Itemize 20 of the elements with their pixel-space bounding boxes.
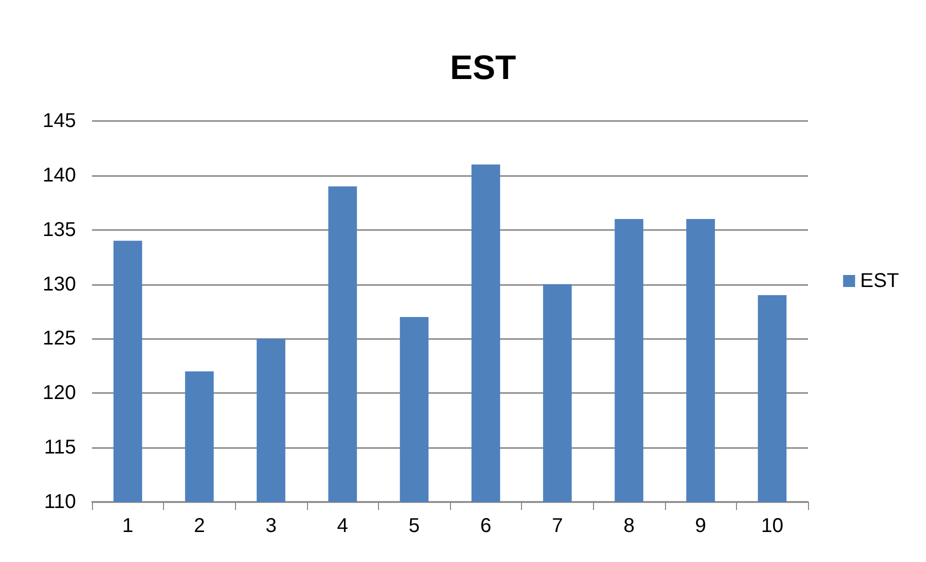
x-tick-label: 10: [761, 515, 784, 537]
x-tick-label: 3: [265, 515, 277, 537]
x-tick-label: 9: [695, 515, 706, 537]
y-tick-label: 125: [42, 328, 76, 350]
legend-label: EST: [860, 270, 900, 292]
x-tick-label: 6: [480, 515, 492, 537]
chart-title: EST: [450, 49, 516, 87]
y-tick-label: 110: [44, 491, 76, 513]
y-tick-label: 135: [42, 218, 76, 241]
x-tick-label: 7: [552, 515, 563, 537]
x-tick-label: 8: [623, 515, 635, 537]
y-tick-label: 130: [42, 273, 76, 296]
y-tick-label: 140: [42, 164, 76, 186]
y-tick-label: 120: [42, 382, 76, 404]
x-tick-label: 2: [194, 515, 205, 537]
x-tick-label: 1: [122, 515, 134, 537]
x-tick-label: 4: [337, 515, 348, 537]
x-tick-label: 5: [408, 515, 420, 537]
y-tick-label: 145: [42, 110, 76, 132]
y-tick-label: 115: [44, 436, 76, 459]
